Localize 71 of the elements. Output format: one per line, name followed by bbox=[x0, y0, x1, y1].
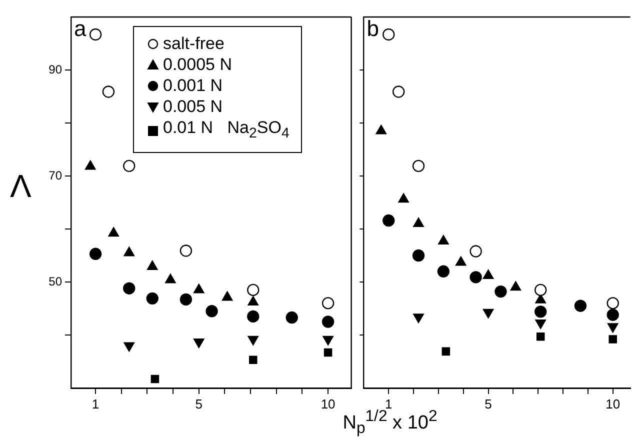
point bbox=[248, 296, 258, 306]
point bbox=[108, 227, 119, 237]
point bbox=[180, 293, 192, 306]
y-tick-label: 90 bbox=[48, 62, 62, 76]
annotation: b bbox=[366, 16, 379, 42]
point bbox=[482, 270, 494, 279]
legend-label: 0.001 N bbox=[163, 75, 223, 96]
point bbox=[247, 310, 260, 323]
point bbox=[470, 245, 482, 258]
point bbox=[510, 281, 522, 291]
point bbox=[194, 338, 204, 348]
point bbox=[382, 28, 395, 41]
point bbox=[413, 218, 424, 228]
x-tick-label: 5 bbox=[484, 396, 492, 412]
point bbox=[194, 284, 204, 294]
point bbox=[442, 347, 450, 356]
y-tick-label: 50 bbox=[48, 274, 62, 288]
point bbox=[392, 86, 405, 98]
point bbox=[606, 308, 619, 321]
point bbox=[470, 271, 482, 284]
point bbox=[534, 306, 547, 318]
x-tick-label: 10 bbox=[320, 396, 336, 412]
y-axis-title: Λ bbox=[10, 168, 32, 204]
point bbox=[324, 348, 332, 357]
point bbox=[606, 297, 619, 310]
point bbox=[437, 265, 450, 278]
point bbox=[165, 274, 176, 284]
point bbox=[89, 28, 102, 41]
point bbox=[123, 160, 136, 172]
point bbox=[534, 284, 547, 296]
point bbox=[248, 356, 258, 364]
point bbox=[482, 308, 494, 318]
point bbox=[180, 244, 192, 257]
point bbox=[494, 285, 507, 298]
point bbox=[456, 256, 466, 266]
point bbox=[322, 336, 334, 346]
point bbox=[376, 124, 387, 134]
point bbox=[248, 336, 258, 346]
point bbox=[412, 160, 425, 172]
point bbox=[574, 300, 587, 312]
x-tick-label: 10 bbox=[606, 396, 620, 412]
point bbox=[150, 374, 160, 384]
point bbox=[322, 297, 334, 310]
point bbox=[322, 316, 334, 328]
legend-label: 0.0005 N bbox=[163, 54, 232, 75]
point bbox=[412, 249, 425, 262]
x-tick-label: 1 bbox=[92, 396, 100, 412]
point bbox=[124, 342, 134, 352]
point bbox=[124, 246, 134, 256]
point bbox=[146, 292, 158, 305]
point bbox=[382, 214, 395, 227]
point bbox=[147, 260, 158, 270]
point bbox=[102, 86, 115, 98]
point bbox=[535, 319, 546, 329]
point bbox=[222, 291, 233, 301]
point bbox=[438, 235, 449, 245]
point bbox=[123, 282, 136, 294]
x-tick-label: 5 bbox=[195, 396, 202, 412]
point bbox=[247, 284, 260, 296]
y-tick-label: 70 bbox=[48, 168, 62, 182]
legend-label: 0.005 N bbox=[163, 96, 223, 117]
legend-label: 0.01 N Na$_{2}$SO$_{4}$ bbox=[163, 117, 290, 144]
point bbox=[89, 248, 102, 260]
legend-label: salt-free bbox=[163, 33, 224, 54]
point bbox=[85, 160, 96, 170]
point bbox=[536, 332, 545, 341]
point bbox=[608, 335, 617, 344]
point bbox=[286, 311, 298, 324]
point bbox=[206, 305, 218, 318]
point bbox=[398, 193, 409, 203]
annotation: a bbox=[74, 16, 87, 42]
